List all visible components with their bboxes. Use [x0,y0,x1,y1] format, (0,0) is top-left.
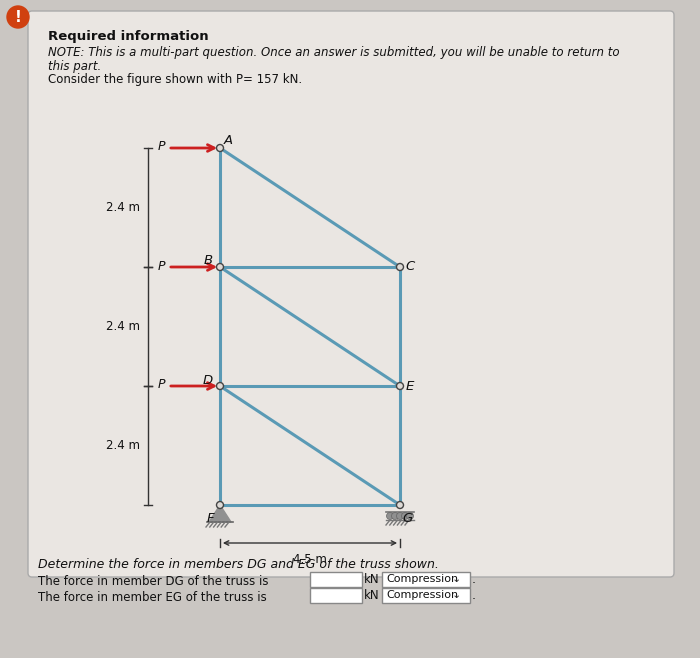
Text: 4.5 m: 4.5 m [293,553,327,566]
Circle shape [216,382,223,390]
Polygon shape [209,505,231,522]
Text: 2.4 m: 2.4 m [106,320,140,333]
Circle shape [386,513,393,520]
Circle shape [216,501,223,509]
Text: P: P [158,141,165,153]
Circle shape [216,263,223,270]
Bar [310,588,362,603]
Text: B: B [204,255,213,268]
Text: The force in member DG of the truss is: The force in member DG of the truss is [38,575,269,588]
Circle shape [407,513,414,520]
Circle shape [402,513,409,520]
Text: The force in member EG of the truss is: The force in member EG of the truss is [38,591,267,604]
Text: P: P [158,378,165,392]
Text: F: F [206,511,214,524]
Circle shape [396,501,403,509]
Text: Compression: Compression [386,590,458,601]
Text: ⌄: ⌄ [452,574,461,584]
Circle shape [396,382,403,390]
Text: Determine the force in members DG and EG of the truss shown.: Determine the force in members DG and EG… [38,558,439,571]
Text: A: A [223,134,232,147]
Text: !: ! [15,9,22,24]
Text: .: . [472,573,476,586]
Bar [310,572,362,587]
Text: Consider the figure shown with P= 157 kN.: Consider the figure shown with P= 157 kN… [48,73,302,86]
Text: D: D [203,374,213,386]
Circle shape [216,145,223,151]
Text: Compression: Compression [386,574,458,584]
Bar [382,572,470,587]
Text: .: . [472,589,476,602]
FancyBboxPatch shape [28,11,674,577]
Text: kN: kN [364,589,379,602]
Text: this part.: this part. [48,60,102,73]
Circle shape [396,263,403,270]
Text: G: G [403,511,413,524]
Text: kN: kN [364,573,379,586]
Text: 2.4 m: 2.4 m [106,201,140,214]
Text: NOTE: This is a multi-part question. Once an answer is submitted, you will be un: NOTE: This is a multi-part question. Onc… [48,46,620,59]
Circle shape [7,6,29,28]
Circle shape [396,513,403,520]
Text: E: E [406,380,414,393]
Text: ⌄: ⌄ [452,590,461,601]
Text: P: P [158,259,165,272]
Text: C: C [405,261,414,274]
Bar [382,588,470,603]
Text: Required information: Required information [48,30,209,43]
Circle shape [391,513,398,520]
Text: 2.4 m: 2.4 m [106,439,140,452]
